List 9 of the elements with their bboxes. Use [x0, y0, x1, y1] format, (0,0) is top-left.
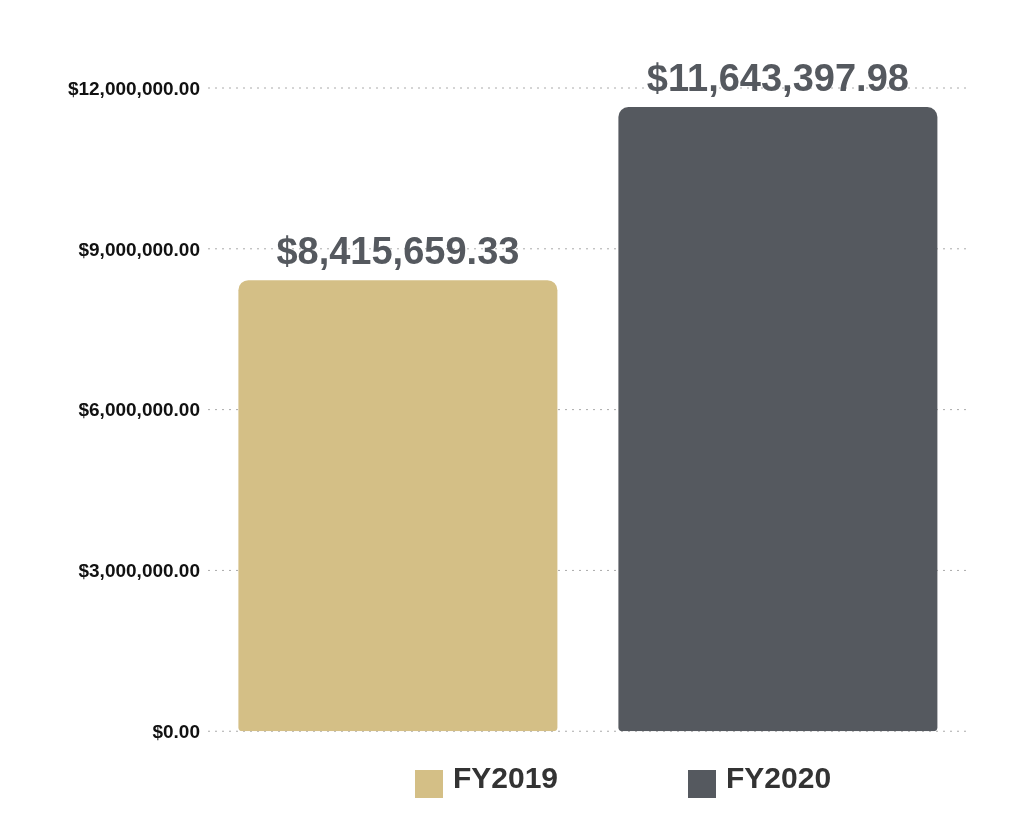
- y-tick-label: $12,000,000.00: [67, 77, 200, 99]
- data-label: $8,415,659.33: [276, 230, 520, 273]
- y-tick-label: $6,000,000.00: [78, 399, 200, 421]
- y-tick-label: $0.00: [152, 720, 200, 742]
- y-tick-label: $9,000,000.00: [78, 238, 200, 260]
- y-tick-label: $3,000,000.00: [78, 560, 200, 582]
- legend-label: FY2019: [452, 761, 558, 795]
- legend-label: FY2020: [726, 761, 832, 795]
- data-label: $11,643,397.98: [646, 57, 909, 100]
